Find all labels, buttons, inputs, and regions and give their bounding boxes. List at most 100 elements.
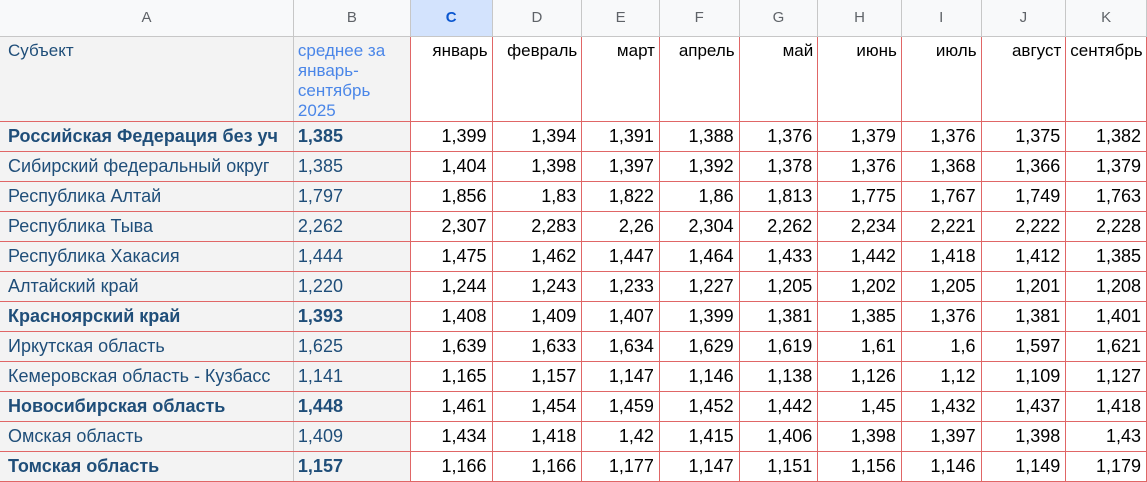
value-cell[interactable]: 1,461 xyxy=(410,391,493,422)
value-cell[interactable]: 2,26 xyxy=(581,211,660,242)
value-cell[interactable]: 1,398 xyxy=(981,421,1067,452)
value-cell[interactable]: 1,822 xyxy=(581,181,660,212)
value-cell[interactable]: 1,378 xyxy=(739,151,819,182)
value-cell[interactable]: 1,201 xyxy=(981,271,1067,302)
column-header-b[interactable]: B xyxy=(293,0,411,37)
value-cell[interactable]: 1,629 xyxy=(659,331,740,362)
average-cell[interactable]: 1,797 xyxy=(293,181,411,212)
value-cell[interactable]: 1,401 xyxy=(1065,301,1147,332)
value-cell[interactable]: 1,6 xyxy=(901,331,982,362)
value-cell[interactable]: 1,407 xyxy=(581,301,660,332)
month-header-cell[interactable]: август xyxy=(981,36,1067,122)
value-cell[interactable]: 1,149 xyxy=(981,451,1067,482)
value-cell[interactable]: 1,639 xyxy=(410,331,493,362)
value-cell[interactable]: 1,392 xyxy=(659,151,740,182)
month-header-cell[interactable]: апрель xyxy=(659,36,740,122)
column-header-i[interactable]: I xyxy=(901,0,982,37)
value-cell[interactable]: 1,763 xyxy=(1065,181,1147,212)
subject-cell[interactable]: Алтайский край xyxy=(0,271,294,302)
value-cell[interactable]: 1,227 xyxy=(659,271,740,302)
value-cell[interactable]: 1,83 xyxy=(492,181,583,212)
value-cell[interactable]: 1,856 xyxy=(410,181,493,212)
value-cell[interactable]: 1,385 xyxy=(1065,241,1147,272)
value-cell[interactable]: 2,307 xyxy=(410,211,493,242)
average-cell[interactable]: 1,625 xyxy=(293,331,411,362)
subject-cell[interactable]: Новосибирская область xyxy=(0,391,294,422)
value-cell[interactable]: 1,767 xyxy=(901,181,982,212)
value-cell[interactable]: 1,408 xyxy=(410,301,493,332)
value-cell[interactable]: 1,233 xyxy=(581,271,660,302)
value-cell[interactable]: 1,61 xyxy=(817,331,902,362)
value-cell[interactable]: 2,221 xyxy=(901,211,982,242)
value-cell[interactable]: 1,376 xyxy=(901,301,982,332)
value-cell[interactable]: 1,146 xyxy=(659,361,740,392)
subject-header-cell[interactable]: Субъект xyxy=(0,36,294,122)
value-cell[interactable]: 1,375 xyxy=(981,121,1067,152)
average-cell[interactable]: 1,385 xyxy=(293,151,411,182)
average-cell[interactable]: 1,141 xyxy=(293,361,411,392)
value-cell[interactable]: 1,45 xyxy=(817,391,902,422)
value-cell[interactable]: 1,399 xyxy=(659,301,740,332)
value-cell[interactable]: 1,447 xyxy=(581,241,660,272)
average-cell[interactable]: 1,220 xyxy=(293,271,411,302)
value-cell[interactable]: 1,166 xyxy=(410,451,493,482)
column-header-h[interactable]: H xyxy=(817,0,902,37)
value-cell[interactable]: 1,634 xyxy=(581,331,660,362)
value-cell[interactable]: 1,208 xyxy=(1065,271,1147,302)
value-cell[interactable]: 1,376 xyxy=(817,151,902,182)
value-cell[interactable]: 1,388 xyxy=(659,121,740,152)
value-cell[interactable]: 1,406 xyxy=(739,421,819,452)
average-header-cell[interactable]: среднее за январь-сентябрь 2025 xyxy=(293,36,411,122)
value-cell[interactable]: 1,418 xyxy=(492,421,583,452)
value-cell[interactable]: 1,462 xyxy=(492,241,583,272)
value-cell[interactable]: 1,434 xyxy=(410,421,493,452)
value-cell[interactable]: 1,381 xyxy=(981,301,1067,332)
value-cell[interactable]: 2,304 xyxy=(659,211,740,242)
value-cell[interactable]: 1,177 xyxy=(581,451,660,482)
value-cell[interactable]: 1,394 xyxy=(492,121,583,152)
subject-cell[interactable]: Республика Алтай xyxy=(0,181,294,212)
value-cell[interactable]: 1,442 xyxy=(817,241,902,272)
value-cell[interactable]: 1,151 xyxy=(739,451,819,482)
value-cell[interactable]: 1,157 xyxy=(492,361,583,392)
value-cell[interactable]: 1,126 xyxy=(817,361,902,392)
value-cell[interactable]: 1,156 xyxy=(817,451,902,482)
value-cell[interactable]: 1,415 xyxy=(659,421,740,452)
month-header-cell[interactable]: март xyxy=(581,36,660,122)
value-cell[interactable]: 1,147 xyxy=(581,361,660,392)
value-cell[interactable]: 1,597 xyxy=(981,331,1067,362)
average-cell[interactable]: 1,444 xyxy=(293,241,411,272)
column-header-f[interactable]: F xyxy=(659,0,740,37)
value-cell[interactable]: 1,409 xyxy=(492,301,583,332)
value-cell[interactable]: 1,418 xyxy=(1065,391,1147,422)
value-cell[interactable]: 1,749 xyxy=(981,181,1067,212)
value-cell[interactable]: 1,205 xyxy=(901,271,982,302)
value-cell[interactable]: 1,398 xyxy=(492,151,583,182)
value-cell[interactable]: 1,418 xyxy=(901,241,982,272)
value-cell[interactable]: 1,432 xyxy=(901,391,982,422)
value-cell[interactable]: 1,379 xyxy=(817,121,902,152)
column-header-k[interactable]: K xyxy=(1065,0,1147,37)
value-cell[interactable]: 1,464 xyxy=(659,241,740,272)
subject-cell[interactable]: Республика Хакасия xyxy=(0,241,294,272)
value-cell[interactable]: 1,366 xyxy=(981,151,1067,182)
value-cell[interactable]: 1,459 xyxy=(581,391,660,422)
value-cell[interactable]: 1,404 xyxy=(410,151,493,182)
value-cell[interactable]: 2,228 xyxy=(1065,211,1147,242)
value-cell[interactable]: 1,12 xyxy=(901,361,982,392)
average-cell[interactable]: 1,448 xyxy=(293,391,411,422)
value-cell[interactable]: 1,382 xyxy=(1065,121,1147,152)
column-header-g[interactable]: G xyxy=(739,0,819,37)
value-cell[interactable]: 1,243 xyxy=(492,271,583,302)
subject-cell[interactable]: Кемеровская область - Кузбасс xyxy=(0,361,294,392)
month-header-cell[interactable]: июль xyxy=(901,36,982,122)
month-header-cell[interactable]: май xyxy=(739,36,819,122)
value-cell[interactable]: 1,452 xyxy=(659,391,740,422)
column-header-a[interactable]: A xyxy=(0,0,294,37)
value-cell[interactable]: 1,379 xyxy=(1065,151,1147,182)
month-header-cell[interactable]: февраль xyxy=(492,36,583,122)
value-cell[interactable]: 1,42 xyxy=(581,421,660,452)
subject-cell[interactable]: Красноярский край xyxy=(0,301,294,332)
value-cell[interactable]: 1,166 xyxy=(492,451,583,482)
month-header-cell[interactable]: январь xyxy=(410,36,493,122)
